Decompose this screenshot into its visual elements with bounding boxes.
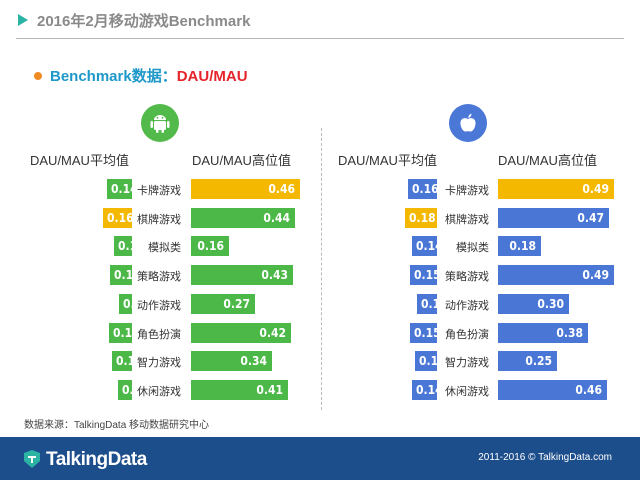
android-high-value: 0.44 (263, 211, 290, 225)
ios-high-bar: 0.25 (498, 351, 557, 371)
android-avg-value: 0.11 (116, 354, 143, 368)
android-high-value: 0.16 (197, 239, 224, 253)
ios-high-bar: 0.46 (498, 380, 607, 400)
ios-avg-value: 0.16 (412, 182, 439, 196)
android-high-bar: 0.46 (191, 179, 300, 199)
android-high-bar: 0.27 (191, 294, 255, 314)
android-category-label: 模拟类 (148, 242, 181, 254)
ios-high-value: 0.49 (582, 268, 609, 282)
ios-high-value: 0.46 (575, 383, 602, 397)
android-high-bar: 0.16 (191, 236, 229, 256)
android-category-label: 角色扮演 (137, 329, 181, 341)
ios-avg-bar: 0.18 (405, 208, 437, 228)
ios-high-bar: 0.38 (498, 323, 588, 343)
ios-category-label: 模拟类 (456, 242, 489, 254)
android-high-value: 0.46 (268, 182, 295, 196)
ios-category-label: 动作游戏 (445, 300, 489, 312)
ios-category-label: 棋牌游戏 (445, 214, 489, 226)
title-arrow-icon (18, 14, 28, 26)
android-high-header: DAU/MAU高位值 (192, 153, 291, 168)
android-avg-value: 0.08 (122, 383, 149, 397)
android-high-value: 0.43 (261, 268, 288, 282)
android-category-label: 卡牌游戏 (137, 185, 181, 197)
ios-high-bar: 0.49 (498, 265, 614, 285)
android-high-bar: 0.43 (191, 265, 293, 285)
ios-avg-bar: 0.12 (415, 351, 446, 371)
android-avg-bar: 0.07 (119, 294, 150, 314)
android-category-label: 棋牌游戏 (137, 214, 181, 226)
android-avg-bar: 0.14 (107, 179, 138, 199)
ios-high-value: 0.47 (577, 211, 604, 225)
android-avg-value: 0.16 (107, 211, 134, 225)
apple-icon (449, 104, 487, 142)
android-avg-bar: 0.12 (110, 265, 141, 285)
android-avg-value: 0.10 (118, 239, 145, 253)
ios-high-value: 0.38 (556, 326, 583, 340)
ios-category-label: 策略游戏 (445, 271, 489, 283)
android-avg-bar: 0.08 (118, 380, 149, 400)
android-avg-bar: 0.16 (103, 208, 134, 228)
android-icon (141, 104, 179, 142)
ios-category-label: 角色扮演 (445, 329, 489, 341)
android-high-bar: 0.42 (191, 323, 291, 343)
android-high-value: 0.34 (240, 354, 267, 368)
ios-high-value: 0.30 (537, 297, 564, 311)
platform-divider (321, 128, 322, 410)
android-category-label: 动作游戏 (137, 300, 181, 312)
ios-category-label: 智力游戏 (445, 357, 489, 369)
footer-copyright: 2011-2016 © TalkingData.com (478, 452, 612, 463)
ios-high-bar: 0.18 (498, 236, 541, 256)
ios-avg-value: 0.18 (409, 211, 436, 225)
ios-avg-bar: 0.16 (408, 179, 439, 199)
android-high-bar: 0.34 (191, 351, 272, 371)
android-avg-value: 0.07 (123, 297, 150, 311)
ios-avg-bar: 0.14 (412, 236, 443, 256)
ios-category-label: 卡牌游戏 (445, 185, 489, 197)
android-avg-bar: 0.10 (114, 236, 145, 256)
android-high-bar: 0.44 (191, 208, 295, 228)
ios-avg-value: 0.14 (416, 383, 443, 397)
ios-avg-bar: 0.14 (412, 380, 443, 400)
ios-category-label: 休闲游戏 (445, 386, 489, 398)
android-avg-value: 0.13 (113, 326, 140, 340)
subtitle-metric: DAU/MAU (176, 68, 248, 85)
ios-high-bar: 0.30 (498, 294, 569, 314)
title-divider (16, 38, 624, 39)
bullet-dot-icon (34, 72, 42, 80)
ios-avg-bar: 0.15 (410, 265, 441, 285)
subtitle-prefix: Benchmark数据： (50, 68, 177, 85)
talkingdata-logo-icon (24, 450, 40, 468)
android-high-bar: 0.41 (191, 380, 288, 400)
android-high-value: 0.27 (223, 297, 250, 311)
ios-high-bar: 0.47 (498, 208, 609, 228)
android-category-label: 策略游戏 (137, 271, 181, 283)
android-avg-value: 0.12 (114, 268, 141, 282)
footer-bar (0, 437, 640, 480)
android-high-value: 0.41 (256, 383, 283, 397)
android-category-label: 智力游戏 (137, 357, 181, 369)
ios-avg-header: DAU/MAU平均值 (338, 153, 437, 168)
ios-high-bar: 0.49 (498, 179, 614, 199)
ios-high-value: 0.18 (509, 239, 536, 253)
ios-avg-value: 0.12 (419, 354, 446, 368)
footer-logo: TalkingData (46, 449, 147, 470)
android-avg-header: DAU/MAU平均值 (30, 153, 129, 168)
ios-high-header: DAU/MAU高位值 (498, 153, 597, 168)
data-source-note: 数据来源：TalkingData 移动数据研究中心 (24, 420, 210, 431)
ios-avg-bar: 0.11 (417, 294, 448, 314)
android-high-value: 0.42 (259, 326, 286, 340)
android-avg-value: 0.14 (111, 182, 138, 196)
android-avg-bar: 0.11 (112, 351, 143, 371)
ios-avg-value: 0.15 (414, 268, 441, 282)
ios-avg-value: 0.14 (416, 239, 443, 253)
ios-avg-value: 0.15 (414, 326, 441, 340)
ios-avg-bar: 0.15 (410, 323, 441, 343)
ios-high-value: 0.49 (582, 182, 609, 196)
page-title: 2016年2月移动游戏Benchmark (37, 13, 251, 30)
android-category-label: 休闲游戏 (137, 386, 181, 398)
section-subtitle: Benchmark数据：DAU/MAU (50, 65, 248, 86)
ios-high-value: 0.25 (525, 354, 552, 368)
android-avg-bar: 0.13 (109, 323, 140, 343)
ios-avg-value: 0.11 (421, 297, 448, 311)
